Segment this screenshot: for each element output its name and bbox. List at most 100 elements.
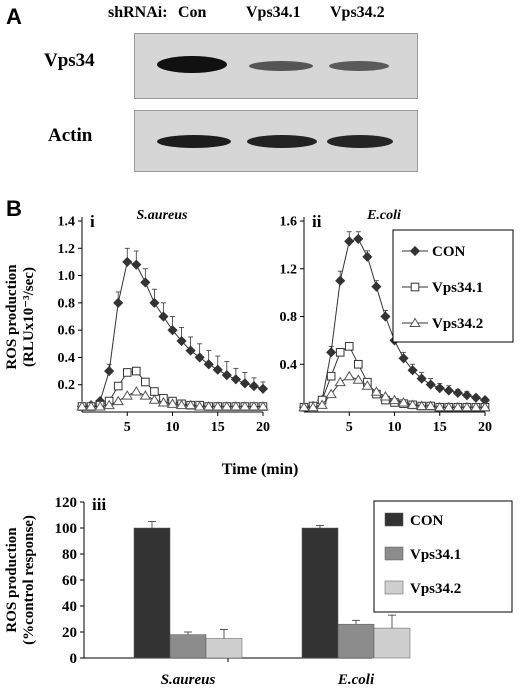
p2-point-vps34-1	[344, 342, 354, 351]
bar-s-aureus-vps34-2	[205, 638, 243, 659]
p2-point-vps34-2	[470, 401, 482, 412]
p2-point-con	[398, 353, 409, 364]
bar-y-axis-label-1: ROS production	[4, 527, 20, 633]
lane-label-vps34-2: Vps34.2	[330, 4, 385, 21]
lane-label-con: Con	[178, 4, 207, 21]
p1-point-con	[230, 374, 241, 385]
p2-point-vps34-2	[325, 388, 337, 399]
bar-e-coli-vps34-2	[373, 627, 411, 659]
p2-point-vps34-2	[370, 386, 383, 396]
p1-point-vps34-2	[184, 399, 197, 410]
p2-x-tick-label: 15	[433, 420, 447, 435]
p1-point-con	[167, 325, 178, 336]
p1-point-con	[158, 311, 169, 322]
line-legend-marker-con	[409, 245, 421, 257]
p1-point-con	[122, 256, 133, 267]
p1-point-vps34-2	[121, 390, 133, 400]
p2-y-tick-label: 0.4	[280, 358, 298, 373]
p1-point-con	[140, 277, 151, 288]
p1-y-tick-label: 1.0	[58, 269, 76, 284]
bar-y-tick-label: 100	[55, 521, 78, 537]
p1-point-con	[221, 370, 232, 381]
p2-y-tick-label: 1.6	[280, 215, 298, 230]
bar-s-aureus-con	[133, 527, 171, 659]
bar-legend-swatch-vps34-1	[384, 546, 404, 561]
p2-x-tick-label: 20	[478, 420, 492, 435]
p1-title: S.aureus	[137, 208, 189, 223]
p1-point-vps34-2	[175, 399, 188, 410]
line-legend-label-vps34-2: Vps34.2	[432, 316, 483, 332]
p1-point-con	[257, 383, 269, 394]
bar-legend-swatch-vps34-2	[384, 580, 404, 595]
bar-legend: CON Vps34.1 Vps34.2	[373, 500, 513, 613]
chart-e-coli: 0.4 0.8 1.2 1.6 5 10 15 20 E.coli ii	[280, 208, 493, 435]
line-legend: CON Vps34.1 Vps34.2	[392, 229, 514, 343]
p2-point-con	[470, 392, 482, 403]
p1-x-tick-label: 5	[124, 420, 131, 435]
p2-point-con	[335, 275, 346, 286]
blot-label-actin: Actin	[48, 125, 93, 146]
panel-b-letter: B	[6, 196, 22, 221]
p1-point-con	[176, 335, 187, 347]
line-legend-label-vps34-1: Vps34.1	[432, 280, 483, 296]
band-vps34-vps34-2	[329, 61, 389, 71]
p2-point-vps34-2	[352, 374, 364, 384]
p2-point-con	[434, 383, 445, 394]
p1-point-vps34-1	[113, 381, 123, 391]
p2-point-vps34-2	[434, 401, 446, 412]
p1-point-con	[194, 352, 205, 363]
p1-point-vps34-2	[248, 401, 260, 411]
p2-point-con	[461, 390, 472, 401]
western-blot-vps34	[134, 33, 418, 99]
p1-point-con	[149, 297, 160, 308]
bar-s-aureus-vps34-1	[169, 634, 207, 659]
line-legend-marker-vps34-2	[409, 317, 421, 327]
p2-point-vps34-2	[415, 400, 428, 411]
p1-point-vps34-1	[150, 387, 159, 396]
p2-point-vps34-2	[379, 391, 392, 401]
p1-y-tick-label: 0.4	[58, 351, 76, 366]
p2-point-vps34-2	[397, 396, 410, 407]
p2-point-con	[425, 379, 436, 390]
line-x-axis-label: Time (min)	[222, 461, 299, 478]
panel-a-letter: A	[6, 4, 22, 29]
shrnai-header: shRNAi:	[108, 4, 168, 21]
p1-point-con	[203, 359, 214, 370]
western-blot-actin	[134, 110, 418, 172]
p1-x-tick-label: 10	[166, 420, 180, 435]
p1-y-tick-label: 0.6	[58, 324, 76, 339]
bar-e-coli-con	[301, 527, 339, 659]
band-actin-vps34-1	[247, 135, 317, 148]
bar-legend-label-con: CON	[410, 513, 444, 529]
p2-title: E.coli	[366, 208, 401, 223]
p1-point-vps34-2	[193, 401, 206, 411]
p2-point-vps34-1	[335, 348, 345, 357]
p1-point-vps34-2	[239, 401, 251, 411]
p2-point-vps34-2	[425, 400, 437, 411]
p2-point-con	[452, 387, 463, 398]
p2-point-con	[362, 251, 373, 262]
p1-point-con	[248, 381, 260, 392]
bar-legend-label-vps34-1: Vps34.1	[410, 547, 461, 563]
p1-point-vps34-2	[157, 396, 170, 407]
bar-legend-label-vps34-2: Vps34.2	[410, 581, 461, 597]
p2-point-con	[380, 311, 391, 322]
p1-point-vps34-2	[203, 401, 215, 411]
p1-point-vps34-1	[141, 377, 150, 387]
band-actin-vps34-2	[327, 135, 393, 148]
p1-point-con	[131, 259, 142, 270]
p2-point-vps34-2	[343, 370, 355, 381]
p1-point-vps34-2	[221, 401, 233, 411]
p2-point-vps34-2	[298, 401, 310, 412]
p2-point-con	[443, 385, 454, 396]
bar-e-coli-vps34-1	[337, 623, 375, 659]
p2-x-tick-label: 10	[388, 420, 402, 435]
p2-point-con	[407, 365, 418, 376]
p1-point-con	[239, 378, 250, 389]
p1-panel-label: i	[90, 212, 95, 231]
p2-point-con	[326, 347, 337, 358]
p1-point-con	[113, 297, 124, 308]
p2-point-vps34-2	[406, 399, 419, 409]
p1-point-vps34-2	[76, 401, 88, 411]
